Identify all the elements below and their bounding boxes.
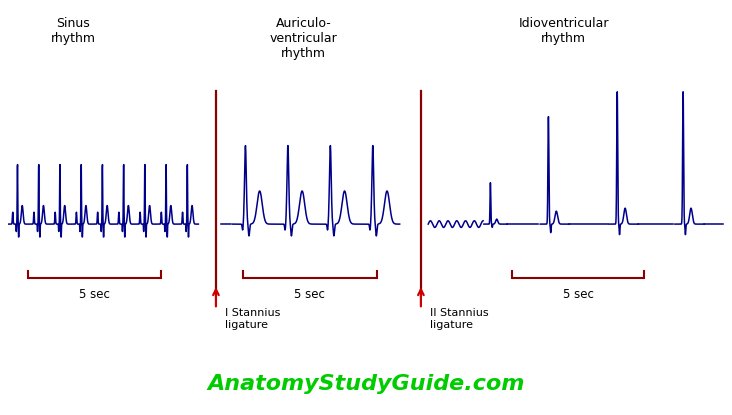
Text: I Stannius
ligature: I Stannius ligature: [225, 308, 281, 330]
Text: Sinus
rhythm: Sinus rhythm: [51, 17, 96, 44]
Text: 5 sec: 5 sec: [563, 288, 594, 301]
Text: II Stannius
ligature: II Stannius ligature: [430, 308, 489, 330]
Text: 5 sec: 5 sec: [79, 288, 110, 301]
Text: Idioventricular
rhythm: Idioventricular rhythm: [518, 17, 609, 44]
Text: 5 sec: 5 sec: [294, 288, 325, 301]
Text: Auriculo-
ventricular
rhythm: Auriculo- ventricular rhythm: [270, 17, 337, 60]
Text: AnatomyStudyGuide.com: AnatomyStudyGuide.com: [207, 374, 525, 394]
